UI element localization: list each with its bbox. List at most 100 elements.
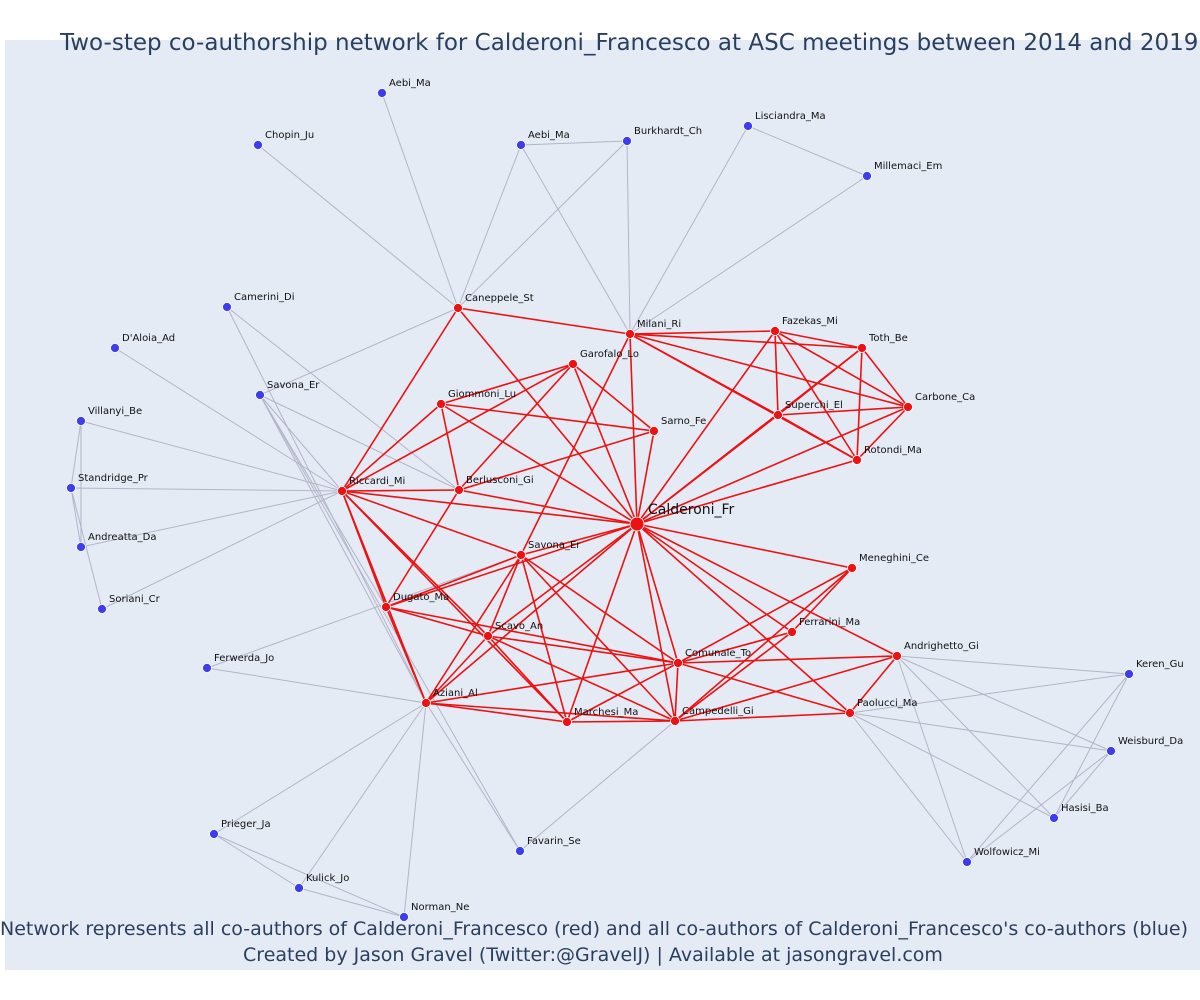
- first-degree-edge-aziani-al-to-marchesi-ma: [425, 702, 568, 723]
- first-degree-edge-fazekas-mi-to-rotondi-ma: [774, 330, 858, 461]
- first-degree-edge-marchesi-ma-to-comunale-to: [566, 662, 679, 723]
- second-degree-edge-riccardi-mi-to-standridge-pr: [70, 487, 343, 492]
- first-degree-edge-calderoni-fr-to-meneghini-ce: [636, 523, 853, 569]
- second-degree-edge-milani-ri-to-lisciandra-ma: [629, 125, 749, 335]
- node-label-toth-be: Toth_Be: [868, 333, 908, 344]
- node-giommoni-lu[interactable]: [436, 399, 446, 409]
- node-aziani-al[interactable]: [421, 698, 431, 708]
- node-comunale-to[interactable]: [673, 658, 683, 668]
- first-degree-edge-scavo-an-to-comunale-to: [487, 635, 679, 664]
- node-carbone-ca[interactable]: [903, 402, 913, 412]
- second-degree-edge-weisburd-da-to-hasisi-ba: [1053, 750, 1112, 819]
- node-keren-gu[interactable]: [1124, 669, 1134, 679]
- node-ferrarini-ma[interactable]: [787, 627, 797, 637]
- node-chopin-ju[interactable]: [253, 140, 263, 150]
- node-d-aloia-ad[interactable]: [110, 343, 120, 353]
- node-garofalo-lo[interactable]: [568, 359, 578, 369]
- node-wolfowicz-mi[interactable]: [962, 857, 972, 867]
- node-andreatta-da[interactable]: [76, 542, 86, 552]
- node-marchesi-ma[interactable]: [562, 717, 572, 727]
- node-camerini-di[interactable]: [222, 302, 232, 312]
- node-label-garofalo-lo: Garofalo_Lo: [580, 349, 639, 360]
- node-aebi-ma-2[interactable]: [516, 140, 526, 150]
- nodes: [66, 88, 1134, 922]
- node-ferwerda-jo[interactable]: [202, 663, 212, 673]
- first-degree-edge-riccardi-mi-to-savona-er: [341, 490, 522, 556]
- second-degree-edges: [70, 92, 1130, 918]
- node-calderoni-fr[interactable]: [629, 516, 645, 532]
- node-standridge-pr[interactable]: [66, 483, 76, 493]
- node-riccardi-mi[interactable]: [337, 486, 347, 496]
- chart-title: Two-step co-authorship network for Calde…: [60, 30, 1199, 56]
- node-paolucci-ma[interactable]: [845, 708, 855, 718]
- node-sarno-fe[interactable]: [649, 426, 659, 436]
- node-berlusconi-gi[interactable]: [454, 485, 464, 495]
- first-degree-edge-giommoni-lu-to-riccardi-mi: [341, 403, 442, 492]
- node-label-rotondi-ma: Rotondi_Ma: [864, 445, 922, 456]
- first-degree-edge-giommoni-lu-to-berlusconi-gi: [440, 403, 460, 491]
- first-degree-edge-fazekas-mi-to-carbone-ca: [774, 330, 909, 408]
- node-fazekas-mi[interactable]: [770, 326, 780, 336]
- node-caneppele-st[interactable]: [453, 303, 463, 313]
- first-degree-edge-comunale-to-to-ferrarini-ma: [677, 631, 793, 664]
- first-degree-edge-garofalo-lo-to-riccardi-mi: [341, 363, 574, 492]
- second-degree-edge-caneppele-st-to-aebi-ma-2: [457, 144, 522, 309]
- second-degree-edge-campedelli-gi-to-favarin-se: [519, 720, 676, 852]
- node-weisburd-da[interactable]: [1106, 746, 1116, 756]
- node-millemaci-em[interactable]: [862, 171, 872, 181]
- node-soriani-cr[interactable]: [97, 604, 107, 614]
- node-label-superchi-el: Superchi_El: [785, 400, 843, 411]
- node-label-dugato-ma: Dugato_Ma: [393, 592, 449, 603]
- node-meneghini-ce[interactable]: [847, 563, 857, 573]
- first-degree-edge-calderoni-fr-to-berlusconi-gi: [458, 489, 638, 525]
- node-toth-be[interactable]: [857, 343, 867, 353]
- first-degree-edge-campedelli-gi-to-paolucci-ma: [674, 712, 851, 722]
- first-degree-edge-savona-er-to-marchesi-ma: [520, 554, 568, 723]
- node-villanyi-be[interactable]: [76, 416, 86, 426]
- node-superchi-el[interactable]: [773, 410, 783, 420]
- node-label-fazekas-mi: Fazekas_Mi: [782, 316, 838, 327]
- node-prieger-ja[interactable]: [209, 829, 219, 839]
- node-label-scavo-an: Scavo_An: [495, 621, 543, 632]
- first-degree-edge-milani-ri-to-toth-be: [629, 333, 863, 349]
- node-label-soriani-cr: Soriani_Cr: [109, 594, 161, 605]
- node-savona-er[interactable]: [516, 550, 526, 560]
- first-degree-edge-carbone-ca-to-superchi-el: [777, 406, 909, 416]
- node-savona-er-b[interactable]: [255, 390, 265, 400]
- node-rotondi-ma[interactable]: [852, 455, 862, 465]
- node-label-comunale-to: Comunale_To: [685, 648, 751, 659]
- caption-line-1: Network represents all co-authors of Cal…: [0, 918, 1189, 940]
- node-lisciandra-ma[interactable]: [743, 121, 753, 131]
- node-favarin-se[interactable]: [515, 846, 525, 856]
- first-degree-edge-calderoni-fr-to-sarno-fe: [636, 430, 655, 525]
- node-andrighetto-gi[interactable]: [892, 651, 902, 661]
- node-scavo-an[interactable]: [483, 631, 493, 641]
- first-degree-edge-aziani-al-to-campedelli-gi: [425, 702, 676, 722]
- first-degree-edge-savona-er-to-campedelli-gi: [520, 554, 676, 722]
- node-kulick-jo[interactable]: [294, 883, 304, 893]
- node-campedelli-gi[interactable]: [670, 716, 680, 726]
- node-norman-ne[interactable]: [399, 912, 409, 922]
- node-label-norman-ne: Norman_Ne: [411, 902, 469, 913]
- first-degree-edge-savona-er-to-dugato-ma: [385, 554, 522, 608]
- node-dugato-ma[interactable]: [381, 602, 391, 612]
- first-degree-edge-savona-er-to-aziani-al: [425, 554, 522, 704]
- node-burkhardt-ch[interactable]: [622, 136, 632, 146]
- second-degree-edge-aziani-al-to-kulick-jo: [298, 702, 427, 889]
- first-degree-edge-milani-ri-to-fazekas-mi: [629, 330, 776, 335]
- first-degree-edge-garofalo-lo-to-sarno-fe: [572, 363, 655, 432]
- first-degree-edge-aziani-al-to-comunale-to: [425, 662, 679, 704]
- first-degree-edge-calderoni-fr-to-riccardi-mi: [341, 490, 638, 525]
- first-degree-edge-calderoni-fr-to-scavo-an: [487, 523, 638, 637]
- node-label-carbone-ca: Carbone_Ca: [915, 392, 975, 403]
- node-hasisi-ba[interactable]: [1049, 813, 1059, 823]
- node-label-riccardi-mi: Riccardi_Mi: [349, 476, 405, 487]
- node-label-berlusconi-gi: Berlusconi_Gi: [466, 475, 534, 486]
- second-degree-edge-savona-er-b-to-berlusconi-gi: [259, 394, 460, 491]
- first-degree-edge-calderoni-fr-to-caneppele-st: [457, 307, 638, 525]
- node-milani-ri[interactable]: [625, 329, 635, 339]
- first-degree-edge-campedelli-gi-to-meneghini-ce: [674, 567, 853, 722]
- node-aebi-ma-1[interactable]: [377, 88, 387, 98]
- second-degree-edge-camerini-di-to-berlusconi-gi: [226, 306, 460, 491]
